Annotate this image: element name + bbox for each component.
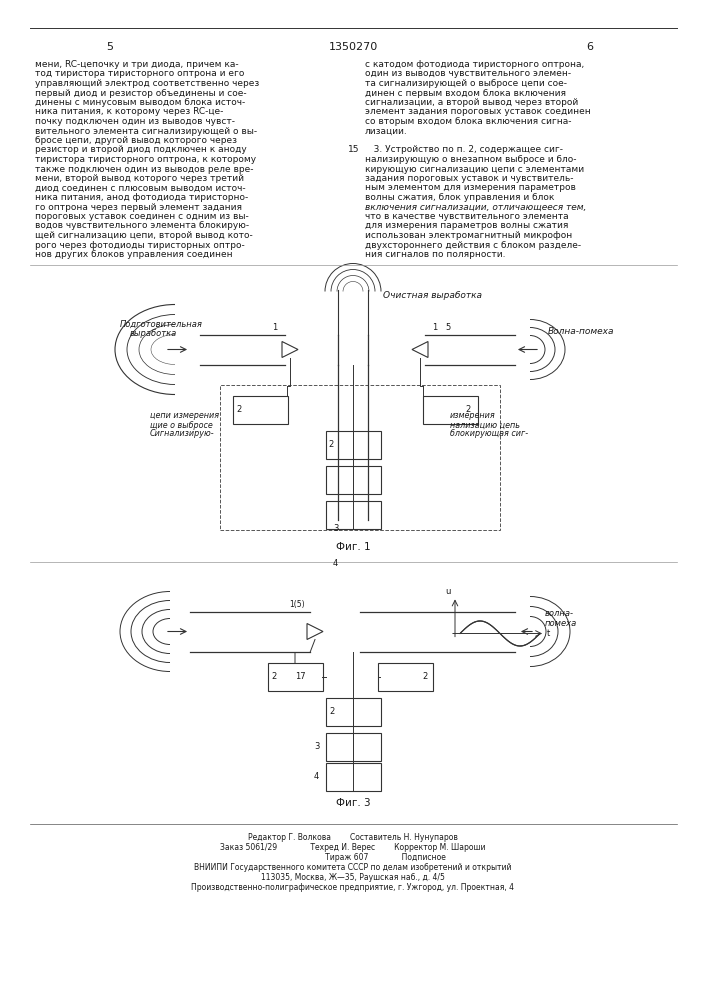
Text: 1: 1 [272,322,278,332]
Text: ника питания, анод фотодиода тиристорно-: ника питания, анод фотодиода тиристорно- [35,193,248,202]
Text: водов чувствительного элемента блокирую-: водов чувствительного элемента блокирую- [35,222,249,231]
Text: щей сигнализацию цепи, второй вывод кото-: щей сигнализацию цепи, второй вывод кото… [35,231,252,240]
Text: двухстороннего действия с блоком разделе-: двухстороннего действия с блоком разделе… [365,240,581,249]
Text: нов других блоков управления соединен: нов других блоков управления соединен [35,250,233,259]
Text: динены с минусовым выводом блока источ-: динены с минусовым выводом блока источ- [35,98,245,107]
Bar [326,732,381,760]
Text: диод соединен с плюсовым выводом источ-: диод соединен с плюсовым выводом источ- [35,184,245,192]
Text: 3. Устройство по п. 2, содержащее сиг-: 3. Устройство по п. 2, содержащее сиг- [365,145,563,154]
Text: почку подключен один из выводов чувст-: почку подключен один из выводов чувст- [35,117,235,126]
Text: тиристора тиристорного оптрона, к которому: тиристора тиристорного оптрона, к которо… [35,155,256,164]
Text: с катодом фотодиода тиристорного оптрона,: с катодом фотодиода тиристорного оптрона… [365,60,584,69]
Text: цепи измерения: цепи измерения [150,412,219,420]
Text: 1: 1 [433,322,438,332]
Text: 3: 3 [314,742,320,751]
Text: элемент задания пороговых уставок соединен: элемент задания пороговых уставок соедин… [365,107,591,116]
Text: Волна-помеха: Волна-помеха [548,328,614,336]
Bar [326,430,381,458]
Text: 2: 2 [329,707,334,716]
Text: включения сигнализации, отличающееся тем,: включения сигнализации, отличающееся тем… [365,202,586,212]
Text: использован электромагнитный микрофон: использован электромагнитный микрофон [365,231,572,240]
Text: щие о выбросе: щие о выбросе [150,420,213,430]
Text: 2: 2 [328,440,333,449]
Text: один из выводов чувствительного элемен-: один из выводов чувствительного элемен- [365,70,571,79]
Bar [233,395,288,424]
Text: 4: 4 [333,559,338,568]
Bar [423,395,478,424]
Text: 1(5): 1(5) [289,600,305,609]
Bar [326,466,381,493]
Text: бросе цепи, другой вывод которого через: бросе цепи, другой вывод которого через [35,136,237,145]
Bar [326,762,381,790]
Text: 2: 2 [422,672,427,681]
Text: Фиг. 1: Фиг. 1 [336,542,370,552]
Text: ным элементом для измерения параметров: ным элементом для измерения параметров [365,184,576,192]
Text: пороговых уставок соединен с одним из вы-: пороговых уставок соединен с одним из вы… [35,212,249,221]
Text: 2: 2 [271,672,276,681]
Text: 2: 2 [236,405,241,414]
Text: что в качестве чувствительного элемента: что в качестве чувствительного элемента [365,212,568,221]
Text: ния сигналов по полярности.: ния сигналов по полярности. [365,250,506,259]
Text: волны сжатия, блок управления и блок: волны сжатия, блок управления и блок [365,193,554,202]
Text: выработка: выработка [130,330,177,338]
Text: 113035, Москва, Ж—35, Раушская наб., д. 4/5: 113035, Москва, Ж—35, Раушская наб., д. … [261,874,445,882]
Text: 4: 4 [314,772,320,781]
Bar [378,662,433,690]
Text: Редактор Г. Волкова        Составитель Н. Нунупаров: Редактор Г. Волкова Составитель Н. Нунуп… [248,834,458,842]
Text: та сигнализирующей о выбросе цепи сое-: та сигнализирующей о выбросе цепи сое- [365,79,567,88]
Bar [268,662,323,690]
Text: Производственно-полиграфическое предприятие, г. Ужгород, ул. Проектная, 4: Производственно-полиграфическое предприя… [192,884,515,892]
Text: рого через фотодиоды тиристорных оптро-: рого через фотодиоды тиристорных оптро- [35,240,245,249]
Text: блокирующая сиг-: блокирующая сиг- [450,430,528,438]
Text: помеха: помеха [545,619,577,629]
Text: динен с первым входом блока включения: динен с первым входом блока включения [365,89,566,98]
Text: 3: 3 [333,524,339,533]
Text: 2: 2 [465,405,470,414]
Text: u: u [445,587,450,596]
Text: вительного элемента сигнализирующей о вы-: вительного элемента сигнализирующей о вы… [35,126,257,135]
Text: 5: 5 [445,322,450,332]
Text: мени, второй вывод которого через третий: мени, второй вывод которого через третий [35,174,244,183]
Text: Тираж 607              Подписное: Тираж 607 Подписное [261,854,445,862]
Text: 15: 15 [348,145,359,154]
Text: нализацию цепь: нализацию цепь [450,420,520,430]
Text: нализирующую о внезапном выбросе и бло-: нализирующую о внезапном выбросе и бло- [365,155,576,164]
Text: Заказ 5061/29              Техред И. Верес        Корректор М. Шароши: Заказ 5061/29 Техред И. Верес Корректор … [221,844,486,852]
Text: Сигнализирую-: Сигнализирую- [150,430,215,438]
Text: со вторым входом блока включения сигна-: со вторым входом блока включения сигна- [365,117,571,126]
Text: лизации.: лизации. [365,126,408,135]
Text: задания пороговых уставок и чувствитель-: задания пороговых уставок и чувствитель- [365,174,573,183]
Text: мени, RC-цепочку и три диода, причем ка-: мени, RC-цепочку и три диода, причем ка- [35,60,239,69]
Bar [220,384,500,530]
Text: Очистная выработка: Очистная выработка [383,292,482,300]
Text: 6: 6 [587,42,593,52]
Text: первый диод и резистор объединены и сое-: первый диод и резистор объединены и сое- [35,89,247,98]
Text: 17: 17 [295,672,305,681]
Text: для измерения параметров волны сжатия: для измерения параметров волны сжатия [365,222,568,231]
Text: управляющий электрод соответственно через: управляющий электрод соответственно чере… [35,79,259,88]
Text: го оптрона через первый элемент задания: го оптрона через первый элемент задания [35,202,242,212]
Bar [326,500,381,528]
Text: измерения: измерения [450,412,496,420]
Text: сигнализации, а второй вывод через второй: сигнализации, а второй вывод через второ… [365,98,578,107]
Text: t: t [547,629,549,638]
Text: ВНИИПИ Государственного комитета СССР по делам изобретений и открытий: ВНИИПИ Государственного комитета СССР по… [194,863,512,872]
Text: ника питания, к которому через RC-це-: ника питания, к которому через RC-це- [35,107,223,116]
Text: 1350270: 1350270 [328,42,378,52]
Text: Подготовительная: Подготовительная [120,320,203,328]
Text: 5: 5 [107,42,114,52]
Text: тод тиристора тиристорного оптрона и его: тод тиристора тиристорного оптрона и его [35,70,245,79]
Text: резистор и второй диод подключен к аноду: резистор и второй диод подключен к аноду [35,145,247,154]
Text: Фиг. 3: Фиг. 3 [336,798,370,808]
Bar [326,698,381,726]
Text: также подключен один из выводов реле вре-: также подключен один из выводов реле вре… [35,164,254,174]
Text: кирующую сигнализацию цепи с элементами: кирующую сигнализацию цепи с элементами [365,164,584,174]
Text: волна-: волна- [545,609,574,618]
